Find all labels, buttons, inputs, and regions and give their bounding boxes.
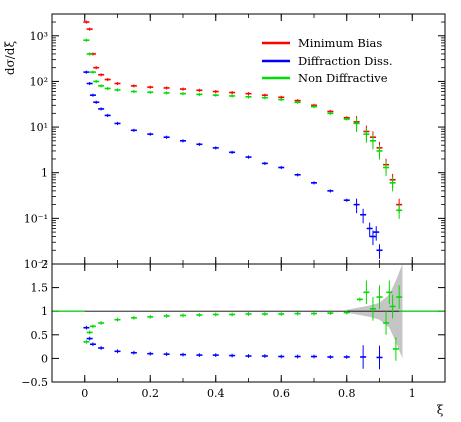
legend-label-non-diffractive: Non Diffractive: [298, 71, 388, 85]
ratio-y-ticks: 2 1.5 1 0.5 0 −0.5: [21, 258, 445, 389]
ratio-plot-area: [52, 280, 445, 370]
main-plot-area: [83, 20, 403, 259]
y-tick-label: 10²: [30, 75, 48, 88]
legend: Minimum Bias Diffraction Diss. Non Diffr…: [262, 36, 393, 85]
ratio-y-tick-label: 0.5: [31, 329, 49, 342]
ratio-y-tick-label: 1.5: [31, 282, 49, 295]
x-tick-label: 0.8: [338, 387, 356, 400]
main-panel: 10³ 10² 10¹ 1 10⁻¹ 10⁻² dσ/dξ Minimum Bias Di…: [3, 13, 446, 271]
legend-label-minimum-bias: Minimum Bias: [298, 36, 382, 50]
x-tick-label: 1: [409, 387, 416, 400]
ratio-series-non-diffractive: [83, 280, 403, 361]
x-axis-title: ξ: [437, 403, 444, 417]
x-tick-label: 0: [81, 387, 88, 400]
x-tick-label: 0.6: [273, 387, 291, 400]
ratio-panel: 2 1.5 1 0.5 0 −0.5 0 0.2 0.4 0.6 0.8 1 ξ: [21, 14, 446, 417]
ratio-y-tick-label: −0.5: [21, 376, 48, 389]
x-tick-label: 0.2: [142, 387, 160, 400]
ratio-y-tick-label: 1: [41, 305, 48, 318]
main-frame: [51, 13, 446, 265]
ratio-series-diffraction-diss: [83, 325, 383, 370]
series-non-diffractive: [83, 38, 403, 219]
series-minimum-bias: [83, 20, 403, 214]
series-diffraction-diss: [83, 70, 383, 259]
ratio-y-tick-label: 2: [41, 258, 48, 271]
y-tick-label: 1: [41, 167, 48, 180]
y-tick-label: 10¹: [30, 121, 48, 134]
y-tick-label: 10⁻¹: [24, 212, 48, 225]
x-tick-label: 0.4: [207, 387, 225, 400]
ratio-y-tick-label: 0: [41, 352, 48, 365]
x-ticks: 0 0.2 0.4 0.6 0.8 1: [51, 14, 446, 400]
y-tick-label: 10³: [30, 30, 48, 43]
y-tick-label: 10⁻²: [24, 258, 48, 271]
ratio-frame: [51, 263, 446, 383]
legend-label-diffraction-diss: Diffraction Diss.: [298, 54, 393, 68]
y-axis-title: dσ/dξ: [3, 41, 17, 76]
